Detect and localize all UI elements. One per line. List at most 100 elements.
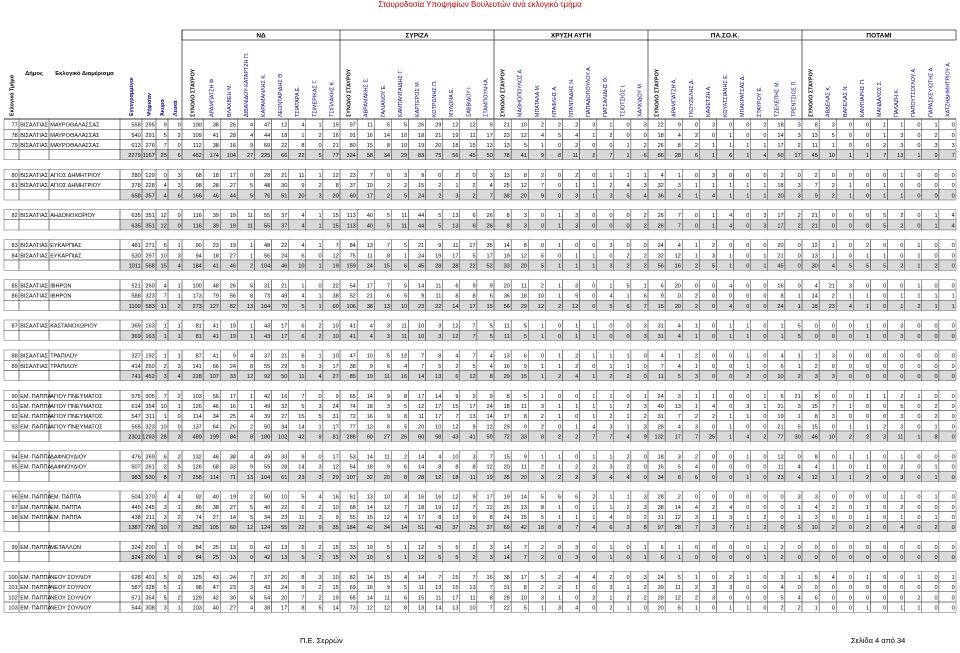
cell-value: 0: [746, 123, 749, 129]
cell-value: 20: [418, 424, 424, 430]
cell-value: 0: [934, 595, 937, 601]
cell-value: 114: [193, 414, 202, 420]
cell-value: 49: [264, 454, 270, 460]
cell-value: 20: [777, 243, 783, 249]
cell-value: 1: [798, 515, 801, 521]
subtotal-value: 1: [592, 193, 595, 199]
cell-value: 635: [131, 213, 140, 219]
cell-value: 26: [658, 143, 664, 149]
cell-value: 48: [264, 243, 270, 249]
cell-value: 0: [832, 394, 835, 400]
cell-value: 3: [575, 213, 578, 219]
cell-value: 1: [866, 465, 869, 471]
subtotal-value: 3: [900, 334, 903, 340]
cell-value: 13: [367, 243, 373, 249]
cell-value: 1: [318, 294, 321, 300]
cell-value: 3: [164, 505, 167, 511]
subtotal-value: 43: [435, 525, 441, 531]
cell-value: 14: [367, 575, 373, 581]
subtotal-value: 56: [452, 153, 458, 159]
cell-value: 3: [729, 515, 732, 521]
subtotal-value: 1387: [128, 525, 140, 531]
subtotal-band: [120, 260, 956, 271]
subtotal-value: 27: [247, 153, 253, 159]
cell-value: 81: [11, 183, 17, 189]
cell-value: 7: [472, 324, 475, 330]
cell-value: 10: [469, 606, 475, 612]
cell-value: 0: [815, 324, 818, 330]
cell-value: 1: [763, 394, 766, 400]
cell-value: 17: [332, 364, 338, 370]
cell-value: 26: [486, 213, 492, 219]
cell-value: 9: [490, 394, 493, 400]
subtotal-value: 4: [626, 435, 629, 441]
subtotal-value: 104: [261, 475, 270, 481]
cell-value: 2: [644, 414, 647, 420]
cell-value: 0: [678, 294, 681, 300]
cell-value: ΒΙΣΑΛΤΙΑΣ: [20, 253, 48, 259]
cell-value: 141: [192, 364, 201, 370]
subtotal-value: 60: [367, 435, 373, 441]
subtotal-value: 1011: [129, 264, 141, 270]
cell-value: 44: [264, 133, 270, 139]
subtotal-value: 59: [486, 435, 492, 441]
cell-value: 1: [832, 143, 835, 149]
subtotal-value: 4: [712, 193, 715, 199]
subtotal-value: 2: [934, 264, 937, 270]
subtotal-value: 3: [712, 525, 715, 531]
cell-value: 5: [164, 133, 167, 139]
cell-value: 3: [832, 414, 835, 420]
cell-value: 5: [387, 545, 390, 551]
cell-value: 13: [230, 545, 236, 551]
cell-value: 0: [849, 465, 852, 471]
cell-value: 0: [917, 424, 920, 430]
subtotal-value: 726: [145, 525, 154, 531]
subtotal-value: 5: [524, 334, 527, 340]
subtotal-value: 20: [777, 193, 783, 199]
cell-value: 4: [250, 354, 253, 360]
cell-value: 0: [712, 424, 715, 430]
cell-value: 1: [695, 394, 698, 400]
cell-value: 1: [746, 606, 749, 612]
cell-value: 9: [421, 294, 424, 300]
subtotal-value: 39: [213, 223, 219, 229]
cell-value: 10: [384, 495, 390, 501]
candidate-header: ΚΑΡΑΜΑΝΛΗΣ Κ.: [261, 74, 267, 117]
cell-value: 1: [763, 545, 766, 551]
cell-value: 10: [401, 143, 407, 149]
cell-value: 2: [541, 585, 544, 591]
candidate-header: ΜΥΛΩΝΑ Ε.: [449, 88, 455, 117]
subtotal-value: 3: [815, 374, 818, 380]
cell-value: 1: [318, 424, 321, 430]
subtotal-value: 0: [952, 435, 955, 441]
cell-value: 4: [661, 354, 664, 360]
cell-value: 33: [230, 465, 236, 471]
subtotal-value: 11: [504, 334, 510, 340]
cell-value: 37: [350, 183, 356, 189]
subtotal-value: 15: [521, 374, 527, 380]
subtotal-value: 1: [695, 193, 698, 199]
cell-value: 0: [866, 404, 869, 410]
cell-value: 4: [661, 173, 664, 179]
cell-value: 0: [952, 465, 955, 471]
cell-value: 23: [230, 585, 236, 591]
cell-value: 0: [746, 133, 749, 139]
subtotal-value: 7: [490, 193, 493, 199]
table-cell: [18, 521, 50, 532]
cell-value: 11: [675, 585, 681, 591]
cell-value: 0: [934, 283, 937, 289]
subtotal-value: 8: [490, 374, 493, 380]
subtotal-value: 46: [213, 193, 219, 199]
subtotal-value: 351: [145, 223, 154, 229]
cell-value: 3: [644, 424, 647, 430]
table-cell: [3, 149, 20, 160]
row-header-label: Εγγεγραμμένοι: [129, 77, 135, 116]
cell-value: 116: [193, 213, 202, 219]
cell-value: 0: [798, 283, 801, 289]
cell-value: 8: [490, 515, 493, 521]
cell-value: 1: [712, 515, 715, 521]
cell-value: 0: [763, 505, 766, 511]
subtotal-value: 15: [332, 555, 338, 561]
cell-value: 3: [780, 575, 783, 581]
cell-value: 55: [350, 515, 356, 521]
